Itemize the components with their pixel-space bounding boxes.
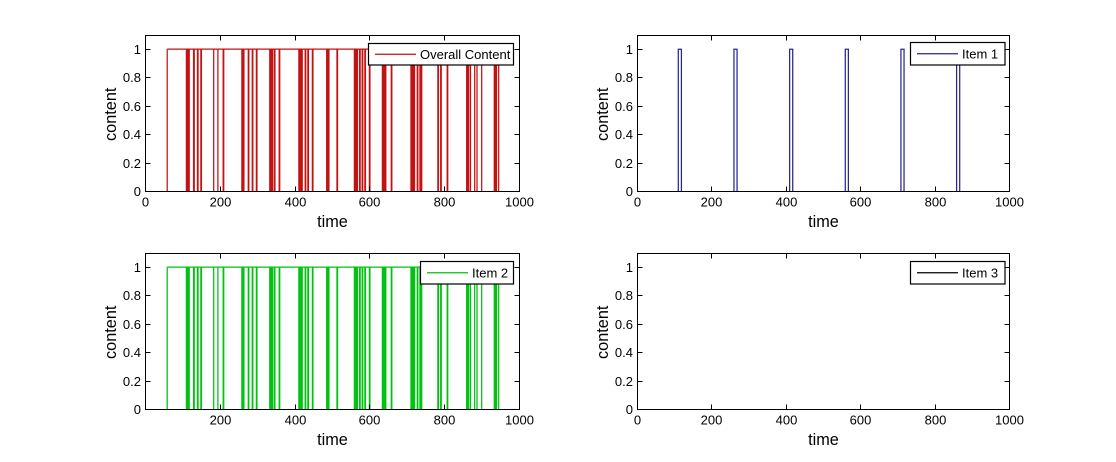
svg-text:1000: 1000	[995, 413, 1024, 428]
svg-text:1: 1	[134, 260, 141, 275]
svg-text:0.2: 0.2	[123, 374, 141, 389]
svg-text:0.6: 0.6	[123, 99, 141, 114]
svg-text:0.8: 0.8	[123, 288, 141, 303]
svg-text:1: 1	[626, 42, 633, 57]
svg-text:0.8: 0.8	[615, 288, 633, 303]
svg-text:400: 400	[285, 413, 307, 428]
svg-text:content: content	[102, 87, 120, 141]
svg-text:800: 800	[434, 195, 456, 210]
svg-text:0.4: 0.4	[615, 345, 633, 360]
svg-text:time: time	[808, 213, 839, 231]
svg-text:0: 0	[142, 195, 149, 210]
svg-text:0.8: 0.8	[123, 70, 141, 85]
svg-text:0.2: 0.2	[615, 374, 633, 389]
svg-text:0.6: 0.6	[615, 317, 633, 332]
svg-text:content: content	[594, 305, 612, 359]
svg-text:200: 200	[210, 195, 232, 210]
svg-text:0: 0	[634, 413, 641, 428]
svg-text:1000: 1000	[995, 195, 1024, 210]
svg-text:600: 600	[850, 413, 872, 428]
svg-text:400: 400	[285, 195, 307, 210]
svg-text:0.2: 0.2	[123, 156, 141, 171]
svg-text:time: time	[317, 213, 348, 231]
svg-text:Item 3: Item 3	[962, 265, 998, 280]
svg-text:0.2: 0.2	[615, 156, 633, 171]
svg-text:time: time	[317, 431, 348, 449]
svg-text:0: 0	[134, 402, 141, 417]
svg-text:600: 600	[359, 195, 381, 210]
svg-text:0: 0	[134, 184, 141, 199]
svg-text:0.6: 0.6	[123, 317, 141, 332]
svg-text:time: time	[808, 431, 839, 449]
svg-text:600: 600	[850, 195, 872, 210]
svg-text:800: 800	[434, 413, 456, 428]
svg-text:200: 200	[701, 195, 723, 210]
svg-text:400: 400	[776, 195, 798, 210]
svg-text:200: 200	[701, 413, 723, 428]
svg-text:600: 600	[359, 413, 381, 428]
svg-text:1000: 1000	[505, 195, 534, 210]
svg-text:0.4: 0.4	[615, 127, 633, 142]
svg-text:content: content	[102, 305, 120, 359]
svg-text:0: 0	[626, 184, 633, 199]
svg-text:Overall Content: Overall Content	[420, 47, 511, 62]
svg-text:200: 200	[210, 413, 232, 428]
svg-text:content: content	[594, 87, 612, 141]
svg-text:800: 800	[925, 195, 947, 210]
svg-text:1: 1	[134, 42, 141, 57]
svg-text:1: 1	[626, 260, 633, 275]
svg-text:0.8: 0.8	[615, 70, 633, 85]
svg-text:0.6: 0.6	[615, 99, 633, 114]
svg-text:Item 1: Item 1	[962, 46, 998, 61]
svg-text:400: 400	[776, 413, 798, 428]
svg-text:Item 2: Item 2	[472, 265, 508, 280]
svg-text:1000: 1000	[505, 413, 534, 428]
svg-text:0.4: 0.4	[123, 127, 141, 142]
svg-text:0: 0	[626, 402, 633, 417]
svg-text:800: 800	[925, 413, 947, 428]
svg-text:0.4: 0.4	[123, 345, 141, 360]
svg-text:0: 0	[634, 195, 641, 210]
